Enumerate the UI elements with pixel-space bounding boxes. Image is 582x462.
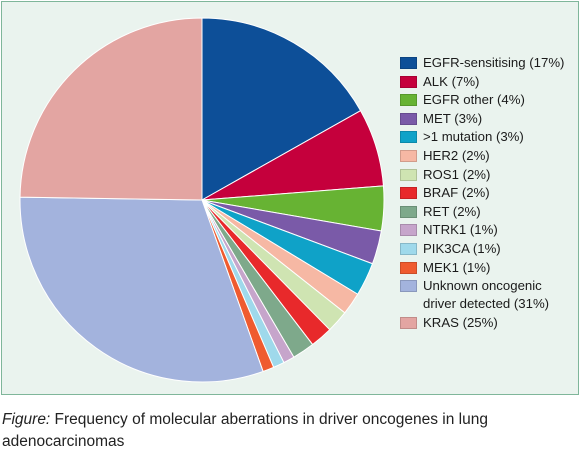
legend-swatch [400,242,417,255]
legend-item-unknown-oncogenic-driver-detected: Unknown oncogenic driver detected (31%) [400,277,578,314]
legend-item-ntrk1: NTRK1 (1%) [400,221,578,240]
legend-label: BRAF (2%) [423,185,490,201]
legend-label: HER2 (2%) [423,147,490,163]
legend-swatch [400,57,417,69]
pie-slice-egfr-sensitising [201,17,362,201]
legend-item-met: MET (3%) [400,110,578,129]
legend-swatch [400,224,417,237]
legend-label: >1 mutation (3%) [423,129,524,145]
legend-swatch [400,168,417,181]
legend-swatch [400,261,417,274]
legend-item-her2: HER2 (2%) [400,147,578,166]
legend-item-1-mutation: >1 mutation (3%) [400,128,578,147]
legend-swatch [400,187,417,200]
legend-item-pik3ca: PIK3CA (1%) [400,240,578,259]
legend-label: KRAS (25%) [423,315,498,331]
legend-label: RET (2%) [423,203,481,219]
legend-swatch [400,131,417,144]
legend-swatch [400,205,417,218]
legend-swatch [400,280,417,293]
caption-prefix: Figure: [2,411,51,428]
pie-slice-unknown-oncogenic-driver-detected [19,196,264,383]
legend-label: ALK (7%) [423,73,480,89]
legend-swatch [400,112,417,125]
pie-slice-kras [19,17,203,201]
legend-label: ROS1 (2%) [423,166,491,182]
legend-item-mek1: MEK1 (1%) [400,259,578,278]
legend-item-egfr-sensitising: EGFR-sensitising (17%) [400,54,578,73]
legend-label: MEK1 (1%) [423,259,491,275]
legend-item-ret: RET (2%) [400,203,578,222]
legend-swatch [400,317,417,330]
legend-swatch [400,94,417,107]
chart-legend: EGFR-sensitising (17%) ALK (7%) EGFR other… [400,54,578,333]
figure-caption: Figure: Frequency of molecular aberratio… [2,409,562,453]
legend-label: PIK3CA (1%) [423,240,501,256]
legend-label: EGFR-sensitising (17%) [423,55,565,70]
legend-item-egfr-other: EGFR other (4%) [400,91,578,110]
legend-swatch [400,75,417,88]
legend-item-alk: ALK (7%) [400,73,578,92]
pie-chart [19,17,385,383]
legend-label: Unknown oncogenic driver detected (31%) [423,278,550,312]
legend-item-kras: KRAS (25%) [400,314,578,333]
legend-label: EGFR other (4%) [423,92,525,108]
legend-label: NTRK1 (1%) [423,222,498,238]
figure-panel: EGFR-sensitising (17%) ALK (7%) EGFR other… [1,1,579,395]
legend-item-ros1: ROS1 (2%) [400,166,578,185]
legend-item-braf: BRAF (2%) [400,184,578,203]
legend-swatch [400,149,417,162]
legend-label: MET (3%) [423,110,483,126]
caption-text: Frequency of molecular aberrations in dr… [2,411,488,450]
